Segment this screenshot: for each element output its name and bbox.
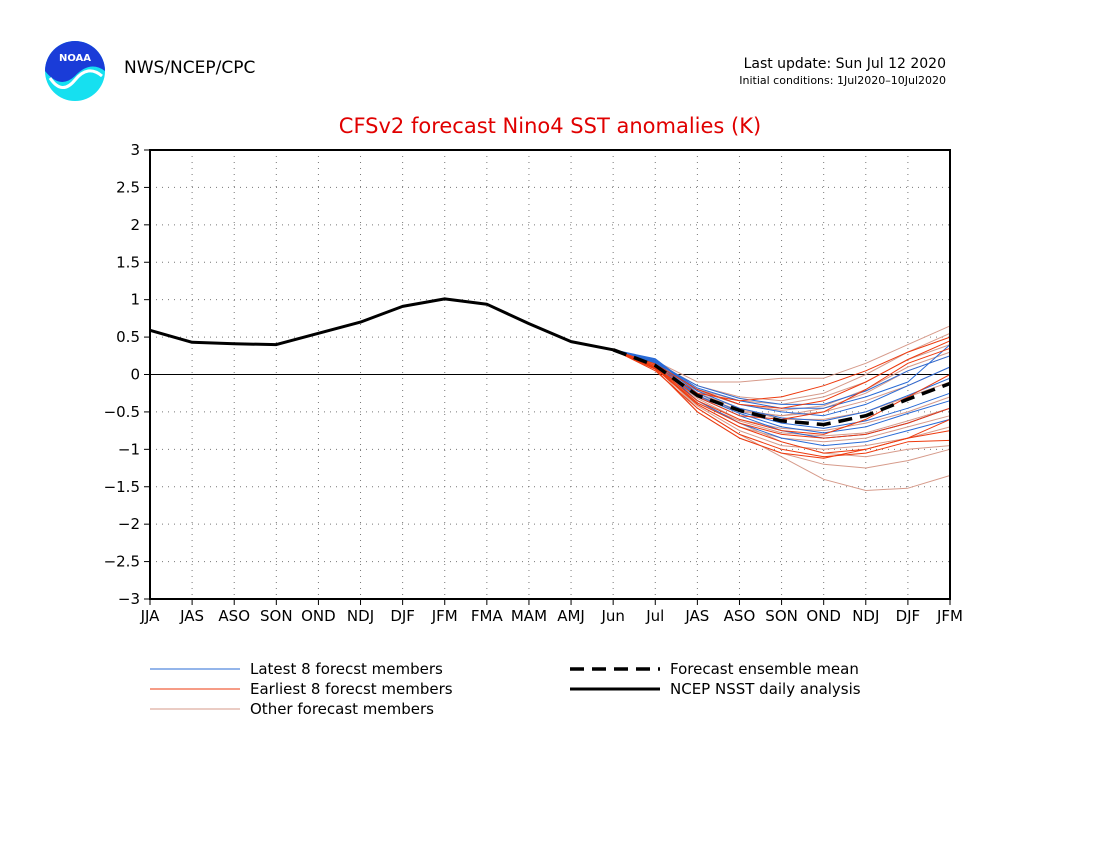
latest-member-line [613,349,951,417]
x-tick-label: SON [765,607,798,625]
legend-label-mean: Forecast ensemble mean [670,660,859,678]
earliest-member-line [612,349,951,459]
earliest-member-line [613,336,951,402]
y-tick-label: 1 [130,291,140,309]
grid [150,150,950,599]
observed-analysis [149,297,614,352]
x-tick-label: ASO [724,607,756,625]
y-tick-label: −2.5 [104,553,140,571]
latest-member-line [613,349,951,405]
y-tick-label: −1 [118,440,140,458]
x-tick-label: JFM [936,607,963,625]
logo-text: NOAA [59,53,91,64]
y-tick-label: 0 [130,366,140,384]
x-tick-label: AMJ [557,607,585,625]
x-tick-label: OND [301,607,336,625]
y-tick-label: −2 [118,515,140,533]
x-tick-label: JFM [431,607,458,625]
ensemble-mean [612,348,951,427]
earliest-members [612,336,951,459]
legend: Latest 8 forecst members Earliest 8 forec… [150,660,861,718]
y-tick-label: 0.5 [116,328,140,346]
y-tick-label: 3 [130,141,140,159]
x-tick-label: Jun [600,607,624,625]
x-axis-ticks: JJA JAS ASO SON OND NDJ DJF JFM FMA MAM AMJ Jun Jul J… [140,599,963,625]
x-tick-label: NDJ [347,607,374,625]
y-tick-label: −0.5 [104,403,140,421]
x-tick-label: DJF [390,607,415,625]
y-axis-ticks: 3 2.5 2 1.5 1 0.5 0 −0.5 −1 −1.5 −2 −2.5 −3 [104,141,150,608]
x-tick-label: OND [806,607,841,625]
x-tick-label: SON [260,607,293,625]
earliest-member-line [613,349,951,439]
earliest-member-line [613,349,951,435]
latest-member-line [613,349,951,447]
other-member-line [613,349,951,417]
last-update-label: Last update: Sun Jul 12 2020 [743,56,946,72]
y-tick-label: −1.5 [104,478,140,496]
initial-conditions-label: Initial conditions: 1Jul2020–10Jul2020 [739,74,946,87]
x-tick-label: FMA [471,607,504,625]
legend-label-latest: Latest 8 forecst members [250,660,443,678]
chart-title: CFSv2 forecast Nino4 SST anomalies (K) [338,114,762,138]
x-tick-label: JAS [684,607,709,625]
earliest-member-line [613,340,951,409]
x-tick-label: JJA [140,607,161,625]
y-tick-label: 1.5 [116,253,140,271]
y-tick-label: −3 [118,590,140,608]
x-tick-label: ASO [218,607,250,625]
noaa-logo: NOAA [44,40,106,106]
x-tick-label: MAM [511,607,547,625]
organization-label: NWS/NCEP/CPC [124,58,256,78]
other-member-line [613,325,951,383]
other-member-line [613,349,951,417]
x-tick-label: JAS [179,607,204,625]
legend-label-earliest: Earliest 8 forecst members [250,680,453,698]
x-tick-label: NDJ [852,607,879,625]
observed-line [149,297,614,352]
legend-label-observed: NCEP NSST daily analysis [670,680,861,698]
x-tick-label: Jul [645,607,664,625]
x-tick-label: DJF [896,607,921,625]
ensemble-mean-line [612,348,951,427]
y-tick-label: 2 [130,216,140,234]
legend-label-other: Other forecast members [250,700,434,718]
noaa-logo-icon: NOAA [45,41,105,101]
y-tick-label: 2.5 [116,178,140,196]
